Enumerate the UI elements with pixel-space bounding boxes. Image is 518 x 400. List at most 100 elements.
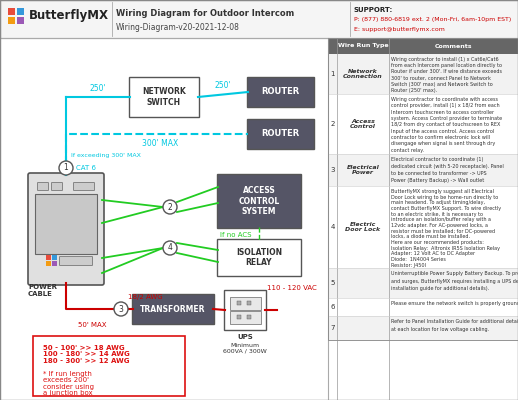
FancyBboxPatch shape bbox=[0, 0, 518, 38]
Text: ButterflyMX strongly suggest all Electrical: ButterflyMX strongly suggest all Electri… bbox=[391, 189, 494, 194]
Text: Wiring contractor to coordinate with access: Wiring contractor to coordinate with acc… bbox=[391, 97, 498, 102]
FancyBboxPatch shape bbox=[328, 298, 518, 316]
FancyBboxPatch shape bbox=[37, 182, 49, 190]
Text: 100 - 180' >> 14 AWG: 100 - 180' >> 14 AWG bbox=[43, 352, 130, 358]
FancyBboxPatch shape bbox=[52, 261, 57, 266]
FancyBboxPatch shape bbox=[46, 255, 51, 260]
FancyBboxPatch shape bbox=[229, 296, 261, 310]
Text: Door Lock wiring to be home-run directly to: Door Lock wiring to be home-run directly… bbox=[391, 195, 498, 200]
Text: ISOLATION
RELAY: ISOLATION RELAY bbox=[236, 248, 282, 267]
Text: consider using: consider using bbox=[43, 384, 94, 390]
FancyBboxPatch shape bbox=[8, 17, 15, 24]
FancyBboxPatch shape bbox=[17, 17, 24, 24]
Text: Power (Battery Backup) -> Wall outlet: Power (Battery Backup) -> Wall outlet bbox=[391, 178, 484, 183]
Text: Door Lock: Door Lock bbox=[346, 227, 381, 232]
FancyBboxPatch shape bbox=[328, 94, 518, 154]
Text: contact relay.: contact relay. bbox=[391, 148, 424, 152]
Text: 5: 5 bbox=[330, 280, 335, 286]
FancyBboxPatch shape bbox=[328, 38, 518, 54]
Text: UPS: UPS bbox=[237, 334, 253, 340]
FancyBboxPatch shape bbox=[328, 54, 518, 94]
FancyBboxPatch shape bbox=[33, 336, 185, 396]
Text: Diode:  1N4004 Series: Diode: 1N4004 Series bbox=[391, 257, 446, 262]
Text: Adapter: 12 Volt AC to DC Adapter: Adapter: 12 Volt AC to DC Adapter bbox=[391, 251, 475, 256]
FancyBboxPatch shape bbox=[51, 182, 63, 190]
Text: TRANSFORMER: TRANSFORMER bbox=[140, 304, 206, 314]
Text: 4: 4 bbox=[167, 244, 172, 252]
FancyBboxPatch shape bbox=[129, 77, 199, 117]
Text: Isolation Relay:  Altronix IR5S Isolation Relay: Isolation Relay: Altronix IR5S Isolation… bbox=[391, 246, 500, 250]
Text: at each location for low voltage cabling.: at each location for low voltage cabling… bbox=[391, 326, 489, 332]
Text: P: (877) 880-6819 ext. 2 (Mon-Fri, 6am-10pm EST): P: (877) 880-6819 ext. 2 (Mon-Fri, 6am-1… bbox=[354, 18, 511, 22]
Text: Here are our recommended products:: Here are our recommended products: bbox=[391, 240, 484, 245]
Text: CABLE: CABLE bbox=[28, 291, 53, 297]
Text: SUPPORT:: SUPPORT: bbox=[354, 7, 393, 13]
Text: from each Intercom panel location directly to: from each Intercom panel location direct… bbox=[391, 63, 502, 68]
Text: Power: Power bbox=[352, 170, 374, 175]
Text: 250': 250' bbox=[214, 81, 232, 90]
Text: * If run length: * If run length bbox=[43, 371, 92, 377]
Text: resistor must be installed; for DC-powered: resistor must be installed; for DC-power… bbox=[391, 228, 495, 234]
Text: 110 - 120 VAC: 110 - 120 VAC bbox=[267, 285, 316, 291]
FancyBboxPatch shape bbox=[46, 261, 51, 266]
Text: Wiring-Diagram-v20-2021-12-08: Wiring-Diagram-v20-2021-12-08 bbox=[116, 22, 240, 32]
Text: control provider, install (1) x 18/2 from each: control provider, install (1) x 18/2 fro… bbox=[391, 103, 500, 108]
Text: 18/2 from dry contact of touchscreen to REX: 18/2 from dry contact of touchscreen to … bbox=[391, 122, 500, 127]
Text: Switch (300' max) and Network Switch to: Switch (300' max) and Network Switch to bbox=[391, 82, 493, 87]
Text: 7: 7 bbox=[330, 325, 335, 331]
Text: exceeds 200': exceeds 200' bbox=[43, 378, 89, 384]
Text: 180 - 300' >> 12 AWG: 180 - 300' >> 12 AWG bbox=[43, 358, 130, 364]
FancyBboxPatch shape bbox=[328, 154, 518, 186]
FancyBboxPatch shape bbox=[28, 173, 104, 285]
FancyBboxPatch shape bbox=[17, 8, 24, 15]
Text: 50 - 100' >> 18 AWG: 50 - 100' >> 18 AWG bbox=[43, 345, 125, 351]
Text: to an electric strike, it is necessary to: to an electric strike, it is necessary t… bbox=[391, 212, 483, 217]
Text: If exceeding 300' MAX: If exceeding 300' MAX bbox=[71, 152, 141, 158]
Text: 18/2 AWG: 18/2 AWG bbox=[128, 294, 163, 300]
FancyBboxPatch shape bbox=[328, 268, 518, 298]
Text: ROUTER: ROUTER bbox=[262, 88, 299, 96]
Text: Comments: Comments bbox=[435, 44, 472, 48]
Text: Minimum
600VA / 300W: Minimum 600VA / 300W bbox=[223, 343, 267, 354]
Text: Router if under 300'. If wire distance exceeds: Router if under 300'. If wire distance e… bbox=[391, 69, 502, 74]
Text: Electric: Electric bbox=[350, 222, 376, 227]
Text: Input of the access control. Access control: Input of the access control. Access cont… bbox=[391, 128, 494, 134]
Text: ACCESS
CONTROL
SYSTEM: ACCESS CONTROL SYSTEM bbox=[238, 186, 280, 216]
Text: installation guide for additional details).: installation guide for additional detail… bbox=[391, 286, 489, 291]
Text: Access: Access bbox=[351, 119, 375, 124]
Text: a junction box: a junction box bbox=[43, 390, 93, 396]
Text: Please ensure the network switch is properly grounded.: Please ensure the network switch is prop… bbox=[391, 301, 518, 306]
Circle shape bbox=[163, 241, 177, 255]
Text: system. Access Control provider to terminate: system. Access Control provider to termi… bbox=[391, 116, 502, 121]
FancyBboxPatch shape bbox=[52, 255, 57, 260]
FancyBboxPatch shape bbox=[132, 294, 214, 324]
Text: Refer to Panel Installation Guide for additional details. Leave 6' service loop: Refer to Panel Installation Guide for ad… bbox=[391, 319, 518, 324]
Circle shape bbox=[114, 302, 128, 316]
Text: Control: Control bbox=[350, 124, 376, 129]
Text: Intercom touchscreen to access controller: Intercom touchscreen to access controlle… bbox=[391, 110, 494, 115]
Text: Wiring Diagram for Outdoor Intercom: Wiring Diagram for Outdoor Intercom bbox=[116, 10, 294, 18]
Text: 250': 250' bbox=[90, 84, 106, 93]
Text: 3: 3 bbox=[119, 304, 123, 314]
FancyBboxPatch shape bbox=[229, 310, 261, 324]
Text: If no ACS: If no ACS bbox=[220, 232, 252, 238]
FancyBboxPatch shape bbox=[328, 186, 518, 268]
Text: Wire Run Type: Wire Run Type bbox=[338, 44, 388, 48]
Text: 12vdc adapter. For AC-powered locks, a: 12vdc adapter. For AC-powered locks, a bbox=[391, 223, 488, 228]
Text: to be connected to transformer -> UPS: to be connected to transformer -> UPS bbox=[391, 171, 486, 176]
Text: Connection: Connection bbox=[343, 74, 383, 79]
Text: Uninterruptible Power Supply Battery Backup. To prevent voltage drops: Uninterruptible Power Supply Battery Bac… bbox=[391, 271, 518, 276]
Circle shape bbox=[59, 161, 73, 175]
FancyBboxPatch shape bbox=[35, 194, 97, 254]
FancyBboxPatch shape bbox=[237, 315, 241, 319]
Text: 2: 2 bbox=[168, 202, 172, 212]
Text: disengage when signal is sent through dry: disengage when signal is sent through dr… bbox=[391, 141, 495, 146]
FancyBboxPatch shape bbox=[247, 315, 251, 319]
Text: contact ButterflyMX Support. To wire directly: contact ButterflyMX Support. To wire dir… bbox=[391, 206, 501, 211]
Text: 1: 1 bbox=[330, 71, 335, 77]
Text: introduce an isolation/buffer relay with a: introduce an isolation/buffer relay with… bbox=[391, 217, 491, 222]
Text: locks, a diode must be installed.: locks, a diode must be installed. bbox=[391, 234, 470, 239]
FancyBboxPatch shape bbox=[328, 316, 518, 340]
FancyBboxPatch shape bbox=[60, 256, 93, 266]
Text: dedicated circuit (with 5-20 receptacle). Panel: dedicated circuit (with 5-20 receptacle)… bbox=[391, 164, 503, 169]
